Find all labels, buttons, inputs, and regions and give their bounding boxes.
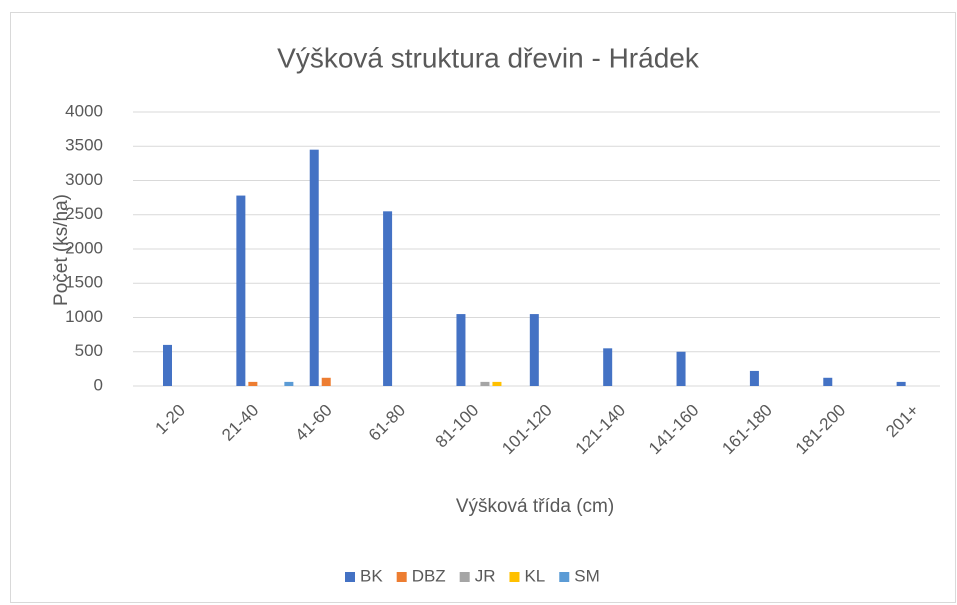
legend-label: SM <box>574 566 600 585</box>
bar <box>456 314 466 386</box>
y-tick-label: 1500 <box>65 273 103 292</box>
x-axis-title: Výšková třída (cm) <box>456 496 614 517</box>
chart-title: Výšková struktura dřevin - Hrádek <box>277 42 700 73</box>
legend-swatch <box>345 572 355 582</box>
bar <box>676 351 686 386</box>
legend-label: BK <box>360 566 383 585</box>
bar <box>749 370 759 386</box>
legend-swatch <box>396 572 407 582</box>
bar <box>284 381 294 386</box>
legend-label: DBZ <box>412 566 446 585</box>
bar <box>896 381 906 386</box>
legend-swatch <box>459 572 470 582</box>
y-tick-label: 2000 <box>65 238 103 257</box>
bar <box>492 381 502 386</box>
y-tick-label: 3000 <box>65 170 103 189</box>
legend-label: KL <box>524 566 545 585</box>
y-axis-title: Počet (ks/ha) <box>51 194 72 306</box>
y-tick-label: 4000 <box>65 101 103 120</box>
bar <box>248 381 258 386</box>
bar <box>309 149 319 386</box>
bar <box>480 381 490 386</box>
y-tick-label: 1000 <box>65 307 103 326</box>
bar <box>321 377 331 386</box>
legend-label: JR <box>475 566 496 585</box>
bar <box>529 314 539 386</box>
bar <box>236 195 246 386</box>
bar <box>163 344 172 386</box>
bar <box>823 377 833 386</box>
y-tick-label: 500 <box>75 341 103 360</box>
legend-swatch <box>559 572 570 582</box>
bar <box>603 348 613 386</box>
chart-border <box>10 12 956 603</box>
bar <box>383 211 393 386</box>
y-tick-label: 2500 <box>65 204 103 223</box>
y-tick-label: 0 <box>94 375 103 394</box>
legend-swatch <box>509 572 520 582</box>
y-tick-label: 3500 <box>65 136 103 155</box>
